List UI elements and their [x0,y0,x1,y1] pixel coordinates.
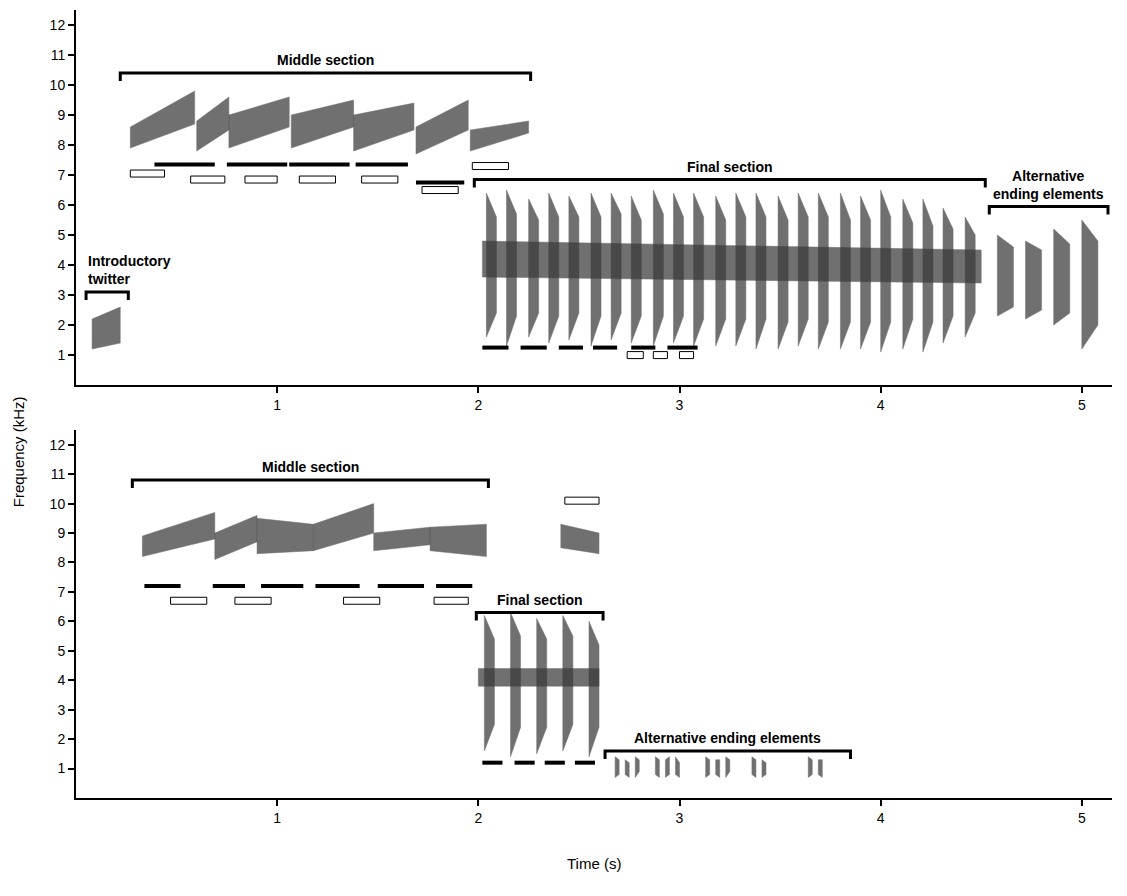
svg-text:3: 3 [57,287,65,303]
svg-text:5: 5 [57,227,65,243]
svg-text:11: 11 [51,47,66,63]
svg-text:11: 11 [51,466,66,482]
svg-text:2: 2 [57,731,65,747]
svg-text:Introductorytwitter: Introductorytwitter [88,253,171,287]
svg-text:9: 9 [57,107,65,123]
svg-text:2: 2 [474,810,482,826]
svg-text:6: 6 [57,197,65,213]
svg-text:4: 4 [877,810,885,826]
svg-text:2: 2 [474,397,482,413]
svg-text:Alternativeending elements: Alternativeending elements [993,168,1104,202]
svg-text:4: 4 [57,672,65,688]
svg-text:Middle section: Middle section [262,459,359,475]
svg-text:Alternative ending elements: Alternative ending elements [634,730,821,746]
svg-text:1: 1 [57,347,65,363]
svg-text:Middle section: Middle section [277,52,374,68]
svg-text:3: 3 [676,397,684,413]
svg-text:2: 2 [57,317,65,333]
svg-text:3: 3 [57,702,65,718]
svg-text:5: 5 [57,643,65,659]
svg-text:7: 7 [57,167,65,183]
svg-text:1: 1 [273,810,281,826]
svg-text:Frequency (kHz): Frequency (kHz) [10,396,27,507]
svg-text:3: 3 [676,810,684,826]
svg-text:12: 12 [50,17,66,33]
svg-text:10: 10 [50,77,66,93]
svg-text:Final section: Final section [687,159,773,175]
svg-text:7: 7 [57,584,65,600]
svg-text:Final section: Final section [497,592,583,608]
svg-text:8: 8 [57,137,65,153]
svg-text:10: 10 [50,496,66,512]
svg-text:1: 1 [273,397,281,413]
svg-text:4: 4 [57,257,65,273]
svg-text:5: 5 [1078,810,1086,826]
svg-text:Time (s): Time (s) [567,855,621,872]
svg-text:9: 9 [57,525,65,541]
svg-text:4: 4 [877,397,885,413]
svg-text:5: 5 [1078,397,1086,413]
svg-text:6: 6 [57,613,65,629]
svg-text:8: 8 [57,554,65,570]
svg-text:1: 1 [57,760,65,776]
svg-text:12: 12 [50,437,66,453]
